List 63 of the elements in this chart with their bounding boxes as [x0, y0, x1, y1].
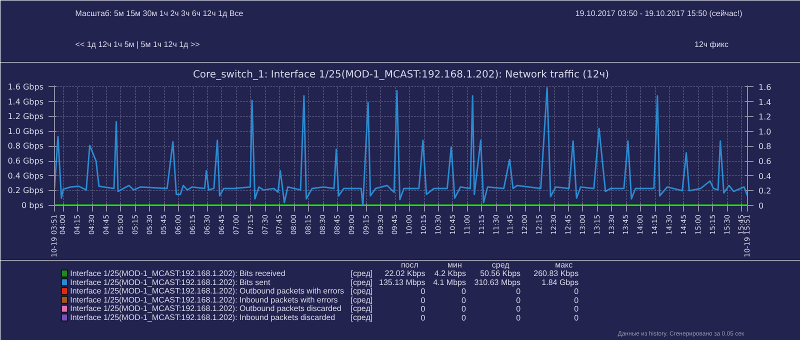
text: сред — [492, 260, 510, 270]
y2-tick-label: 0.6 — [758, 157, 772, 166]
y2-tick-label: 1.4 — [758, 98, 772, 107]
y-tick-label: 1.4 Gbps — [8, 97, 44, 106]
text: 0 — [462, 287, 467, 296]
text: 0 — [574, 304, 580, 314]
text: 310.63 Mbps — [474, 278, 521, 287]
text: [сред] — [350, 286, 373, 296]
text: 4.1 Mbps — [433, 278, 466, 287]
text: 19.10.2017 03:50 - 19.10.2017 15:50 (сейчас!) — [575, 9, 743, 18]
y-tick-label: 0.4 Gbps — [8, 171, 44, 180]
text: [сред] — [350, 295, 373, 304]
text: 0 — [420, 287, 426, 296]
text: 0 — [516, 304, 522, 314]
legend-label: Interface 1/25(MOD-1_MCAST:192.168.1.202): Outbound packets discarded — [70, 304, 342, 314]
text: Масштаб: 5м 15м 30м 1ч 2ч 3ч 6ч 12ч 1д Все — [75, 9, 244, 18]
y2-tick-label: 0.8 — [758, 142, 772, 152]
y-tick-label: 1.6 Gbps — [8, 82, 44, 92]
text: 135.13 Mbps — [379, 278, 426, 287]
text: 0 — [516, 314, 522, 322]
y2-tick-label: 0 — [758, 202, 764, 210]
text: 0 — [420, 314, 426, 322]
text: 0 — [574, 296, 580, 305]
y2-tick-label: 1.0 — [758, 127, 772, 136]
text: [сред] — [350, 269, 373, 278]
text: 0 — [462, 314, 467, 322]
y-tick-label: 1.0 Gbps — [8, 126, 44, 136]
y2-tick-label: 1.2 — [758, 112, 772, 122]
text: 260.83 Kbps — [534, 269, 579, 278]
y2-tick-label: 0.2 — [758, 186, 772, 196]
y2-tick-label: 1.6 — [758, 82, 772, 92]
text: 4.2 Kbps — [434, 269, 466, 278]
text: [сред] — [350, 278, 373, 287]
legend-label: Interface 1/25(MOD-1_MCAST:192.168.1.202): Bits sent — [70, 278, 271, 287]
text: 0 — [462, 296, 467, 305]
y-tick-label: 1.2 Gbps — [8, 112, 44, 122]
text: 0 — [420, 304, 426, 314]
text: 0 — [420, 296, 426, 305]
text: 1.84 Gbps — [542, 278, 579, 287]
y-tick-label: 0.8 Gbps — [8, 142, 44, 151]
y-tick-label: 0.6 Gbps — [8, 156, 44, 166]
text: [сред] — [350, 304, 373, 314]
text: макс — [555, 260, 573, 270]
text: мин — [448, 260, 462, 270]
text: 0 — [574, 287, 580, 296]
text: 22.02 Kbps — [384, 269, 426, 278]
y-tick-label: 0 bps — [22, 201, 44, 210]
text: 0 — [516, 287, 522, 296]
text: 0 — [516, 296, 522, 305]
legend-label: Interface 1/25(MOD-1_MCAST:192.168.1.202): Inbound packets discarded — [70, 313, 336, 322]
legend-label: Interface 1/25(MOD-1_MCAST:192.168.1.202): Outbound packets with errors — [70, 286, 344, 296]
text: 50.56 Kbps — [480, 269, 521, 278]
text: << 1д 12ч 1ч 5м | 5м 1ч 12ч 1д >> — [75, 40, 200, 49]
y-tick-label: 0.2 Gbps — [8, 186, 44, 196]
chart-title: Core_switch_1: Interface 1/25(MOD-1_MCAST:192.168.1.202): Network traffic (12ч) — [192, 70, 610, 80]
text: 0 — [574, 314, 580, 322]
y2-tick-label: 0.4 — [758, 172, 772, 181]
text: 12ч фикс — [694, 40, 728, 49]
legend-label: Interface 1/25(MOD-1_MCAST:192.168.1.202): Bits received — [70, 269, 286, 278]
text: [сред] — [350, 313, 373, 322]
text: 0 — [462, 304, 467, 314]
legend-label: Interface 1/25(MOD-1_MCAST:192.168.1.202): Inbound packets with errors — [70, 295, 338, 304]
text: посл — [400, 260, 419, 270]
